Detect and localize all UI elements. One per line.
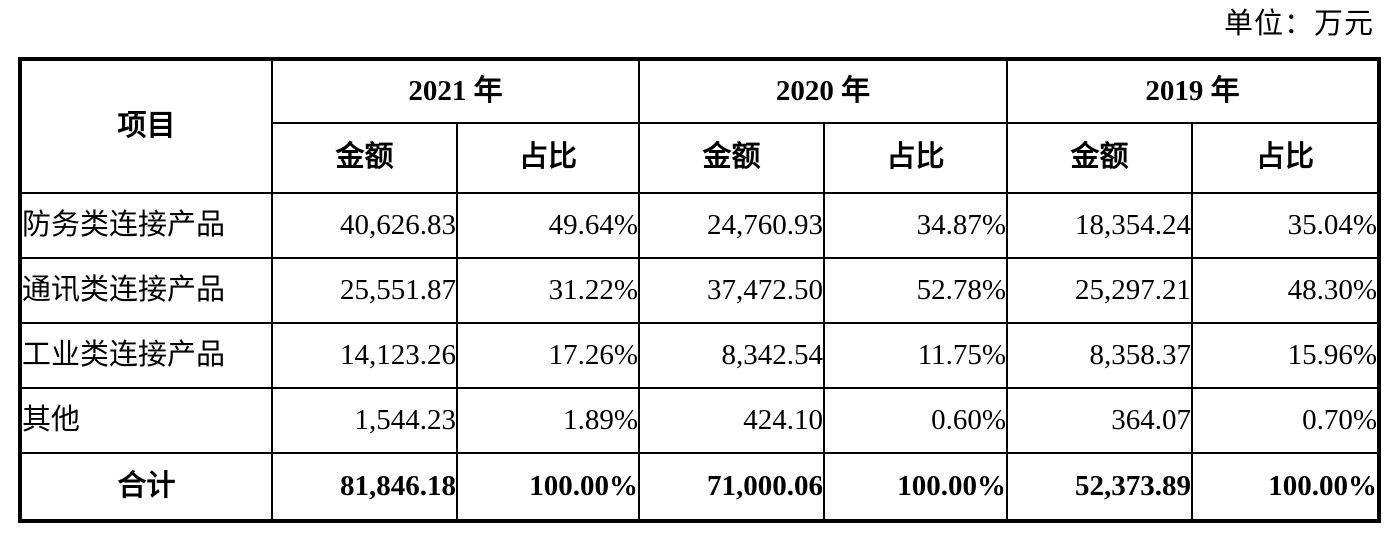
- ratio-cell: 17.26%: [455, 322, 641, 389]
- amount-cell: 25,551.87: [271, 257, 458, 324]
- total-amount-cell: 81,846.18: [271, 452, 458, 522]
- amount-cell: 8,342.54: [638, 322, 826, 389]
- ratio-cell: 34.87%: [823, 192, 1009, 259]
- ratio-cell: 48.30%: [1191, 257, 1381, 324]
- ratio-cell: 0.60%: [823, 387, 1009, 454]
- ratio-cell: 1.89%: [455, 387, 641, 454]
- amount-cell: 25,297.21: [1006, 257, 1194, 324]
- table-row-defense: 防务类连接产品 40,626.83 49.64% 24,760.93 34.87…: [19, 192, 1381, 259]
- total-ratio-cell: 100.00%: [1191, 452, 1381, 522]
- amount-cell: 1,544.23: [271, 387, 458, 454]
- header-row-metrics: 金额 占比 金额 占比 金额 占比: [20, 122, 1381, 194]
- amount-cell: 24,760.93: [638, 192, 826, 259]
- header-ratio-2019: 占比: [1191, 122, 1381, 194]
- header-year-2020: 2020 年: [638, 58, 1009, 124]
- amount-cell: 18,354.24: [1006, 192, 1194, 259]
- row-label: 其他: [19, 387, 273, 454]
- table-row-other: 其他 1,544.23 1.89% 424.10 0.60% 364.07 0.…: [19, 387, 1381, 454]
- header-row-years: 项目 2021 年 2020 年 2019 年: [19, 58, 1381, 194]
- ratio-cell: 15.96%: [1191, 322, 1381, 389]
- total-label: 合计: [19, 452, 273, 522]
- ratio-cell: 52.78%: [823, 257, 1009, 324]
- header-amount-2019: 金额: [1006, 122, 1194, 194]
- header-amount-2020: 金额: [638, 122, 826, 194]
- header-item: 项目: [19, 58, 273, 194]
- header-year-2019: 2019 年: [1006, 58, 1381, 124]
- total-amount-cell: 52,373.89: [1006, 452, 1194, 522]
- amount-cell: 364.07: [1006, 387, 1194, 454]
- row-label: 通讯类连接产品: [19, 257, 273, 324]
- row-label: 工业类连接产品: [19, 322, 273, 389]
- table-row-industrial: 工业类连接产品 14,123.26 17.26% 8,342.54 11.75%…: [19, 322, 1381, 389]
- total-amount-cell: 71,000.06: [638, 452, 826, 522]
- header-ratio-2021: 占比: [455, 122, 641, 194]
- amount-cell: 37,472.50: [638, 257, 826, 324]
- table-row-total: 合计 81,846.18 100.00% 71,000.06 100.00% 5…: [19, 452, 1381, 522]
- ratio-cell: 49.64%: [455, 192, 641, 259]
- amount-cell: 8,358.37: [1006, 322, 1194, 389]
- amount-cell: 40,626.83: [271, 192, 458, 259]
- revenue-breakdown-table: 项目 2021 年 2020 年 2019 年 金额 占比 金额 占比 金额 占…: [18, 57, 1382, 523]
- amount-cell: 14,123.26: [271, 322, 458, 389]
- header-amount-2021: 金额: [271, 122, 458, 194]
- total-ratio-cell: 100.00%: [823, 452, 1009, 522]
- ratio-cell: 35.04%: [1191, 192, 1381, 259]
- ratio-cell: 31.22%: [455, 257, 641, 324]
- table-row-communication: 通讯类连接产品 25,551.87 31.22% 37,472.50 52.78…: [19, 257, 1381, 324]
- row-label: 防务类连接产品: [19, 192, 273, 259]
- ratio-cell: 0.70%: [1191, 387, 1381, 454]
- amount-cell: 424.10: [638, 387, 826, 454]
- total-ratio-cell: 100.00%: [455, 452, 641, 522]
- header-ratio-2020: 占比: [823, 122, 1009, 194]
- header-year-2021: 2021 年: [270, 58, 641, 124]
- unit-label: 单位：万元: [1223, 8, 1374, 40]
- ratio-cell: 11.75%: [823, 322, 1009, 389]
